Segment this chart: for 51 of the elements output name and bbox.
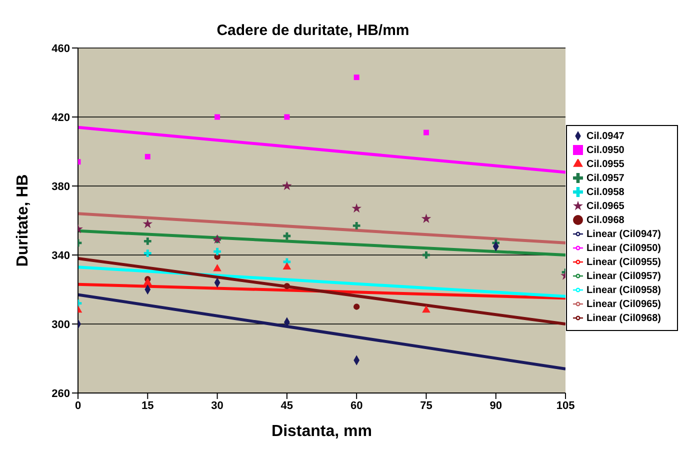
point [144,154,150,160]
legend-label: Linear (Cil0947) [586,229,661,240]
point [282,262,292,270]
legend-label: Linear (Cil0955) [586,257,661,268]
point [422,305,430,313]
legend-label: Linear (Cil0958) [586,285,661,296]
legend-label: Cil.0957 [586,173,624,184]
point [213,264,222,272]
y-tick-label: 300 [52,318,70,331]
point [144,238,152,245]
legend-label: Linear (Cil0950) [586,243,661,254]
legend-label: Cil.0950 [586,145,624,156]
point [214,114,220,120]
y-tick-label: 260 [52,388,70,400]
legend-label: Cil.0968 [586,215,624,226]
point [421,214,432,223]
point [352,203,362,213]
y-tick-label: 380 [52,180,70,193]
point [422,251,430,259]
point [282,180,292,190]
legend-label: Linear (Cil0965) [586,299,661,310]
y-tick-label: 460 [52,42,70,55]
point [284,114,290,120]
x-axis-title: Distanta, mm [272,423,372,440]
legend-label: Linear (Cil0968) [586,313,661,324]
legend-label: Cil.0958 [586,187,624,198]
point [284,282,290,290]
legend-label: Cil.0955 [586,159,624,170]
x-tick-label: 105 [556,400,575,412]
point [354,74,360,80]
point [353,304,360,310]
x-tick-label: 30 [211,400,224,412]
x-tick-label: 60 [350,400,363,412]
point [143,278,152,286]
legend-label: Linear (Cil0957) [586,271,661,282]
y-tick-label: 420 [52,112,70,124]
x-tick-label: 75 [420,400,432,412]
legend-label: Cil.0947 [586,131,624,142]
y-axis-title: Duritate, HB [14,174,32,267]
y-tick-label: 340 [52,250,70,262]
x-tick-label: 45 [280,400,294,412]
point [423,130,429,136]
point [144,250,152,257]
legend-label: Cil.0965 [586,201,624,212]
point [142,218,153,228]
x-tick-label: 15 [142,400,154,412]
point [352,222,360,230]
x-tick-label: 90 [490,400,502,412]
point [214,248,221,256]
chart-title: Cadere de duritate, HB/mm [216,22,410,39]
x-tick-label: 0 [74,400,82,412]
